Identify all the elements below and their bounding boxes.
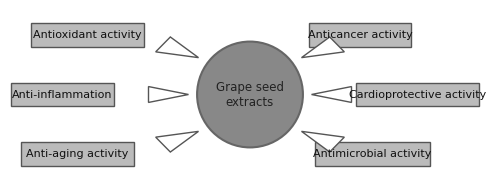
Text: Grape seed
extracts: Grape seed extracts — [216, 81, 284, 108]
Ellipse shape — [197, 42, 303, 147]
Polygon shape — [302, 131, 344, 152]
Text: Anti-inflammation: Anti-inflammation — [12, 90, 113, 99]
Polygon shape — [302, 37, 344, 58]
FancyBboxPatch shape — [315, 142, 430, 166]
Polygon shape — [156, 131, 198, 152]
Text: Anti-aging activity: Anti-aging activity — [26, 149, 128, 159]
Text: Antimicrobial activity: Antimicrobial activity — [314, 149, 432, 159]
FancyBboxPatch shape — [11, 83, 114, 106]
Text: Anticancer activity: Anticancer activity — [308, 30, 412, 40]
FancyBboxPatch shape — [31, 23, 144, 47]
Text: Cardioprotective activity: Cardioprotective activity — [349, 90, 486, 99]
FancyBboxPatch shape — [356, 83, 479, 106]
Polygon shape — [312, 87, 352, 102]
FancyBboxPatch shape — [308, 23, 411, 47]
Text: Antioxidant activity: Antioxidant activity — [33, 30, 142, 40]
Polygon shape — [156, 37, 198, 58]
Polygon shape — [148, 87, 188, 102]
FancyBboxPatch shape — [21, 142, 134, 166]
